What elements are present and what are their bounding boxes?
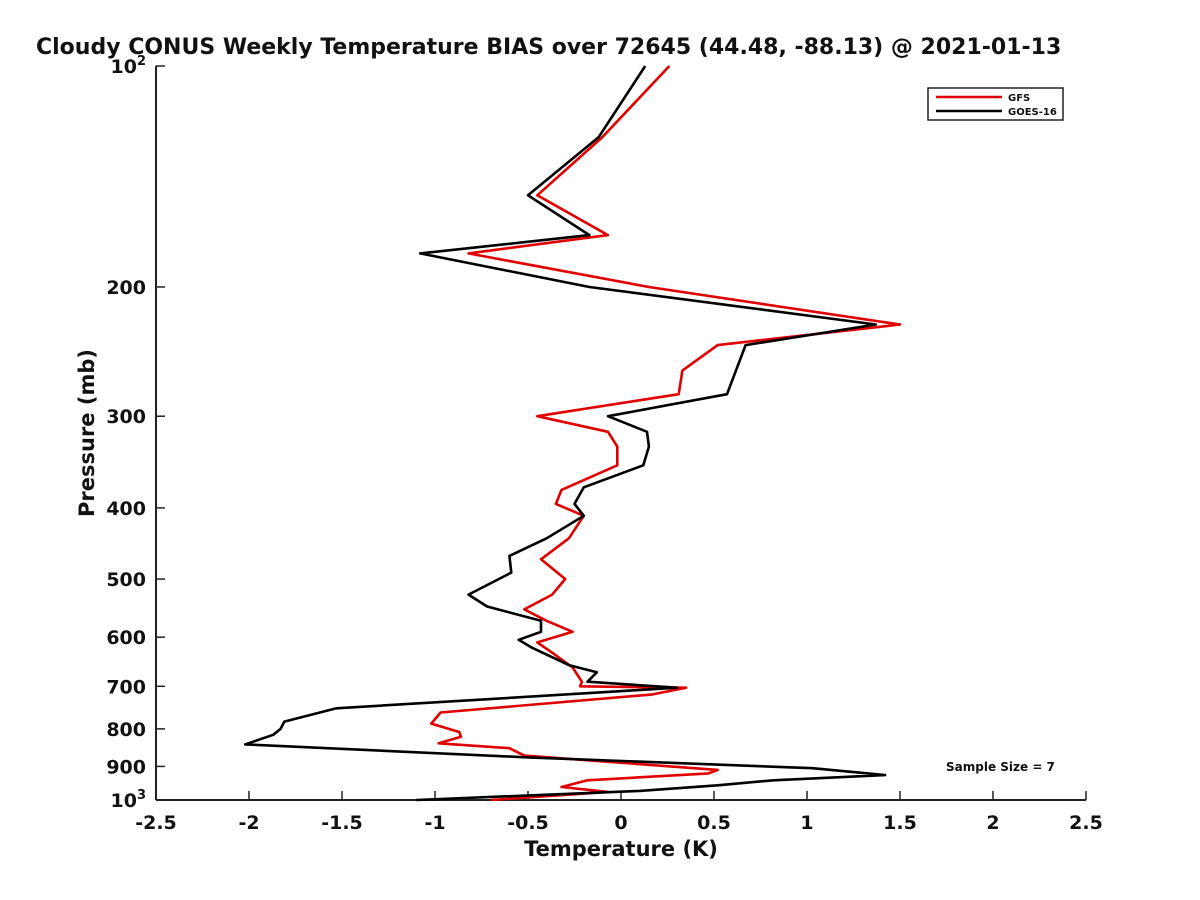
x-tick-label: -2.5: [135, 812, 177, 834]
y-tick-label: 900: [106, 756, 146, 778]
y-tick-base: 10: [111, 790, 137, 812]
y-tick-label: 800: [106, 719, 146, 741]
legend-label-gfs: GFS: [1008, 93, 1030, 104]
legend: GFS GOES-16: [927, 87, 1064, 121]
legend-box: [927, 87, 1064, 121]
y-tick-base: 300: [106, 406, 146, 428]
y-tick-base: 500: [106, 569, 146, 591]
x-tick-label: 0.5: [697, 812, 731, 834]
y-tick-base: 700: [106, 676, 146, 698]
y-tick-label: 500: [106, 569, 146, 591]
x-tick-label: 1: [800, 812, 813, 834]
series-group: [244, 65, 902, 802]
y-tick-base: 800: [106, 719, 146, 741]
series-line-goes16: [244, 65, 887, 802]
y-tick-label: 300: [106, 406, 146, 428]
chart-title: Cloudy CONUS Weekly Temperature BIAS ove…: [36, 35, 1061, 60]
y-tick-label: 103: [111, 788, 147, 812]
y-tick-base: 600: [106, 627, 146, 649]
y-tick-label: 600: [106, 627, 146, 649]
x-tick-label: -1.5: [321, 812, 363, 834]
y-tick-base: 10: [111, 56, 137, 78]
y-tick-base: 900: [106, 756, 146, 778]
x-ticks: -2.5 -2 -1.5 -1 -0.5 0 0.5 1 1.5 2 2.5: [135, 791, 1103, 834]
y-tick-exponent: 3: [137, 788, 146, 803]
y-tick-label: 700: [106, 676, 146, 698]
x-axis-label: Temperature (K): [524, 837, 718, 861]
y-tick-base: 400: [106, 498, 146, 520]
x-tick-label: 0: [614, 812, 627, 834]
series-line-gfs: [429, 65, 902, 802]
y-axis-label: Pressure (mb): [75, 349, 99, 517]
y-tick-label: 102: [111, 54, 147, 78]
y-tick-label: 400: [106, 498, 146, 520]
x-tick-label: 2.5: [1069, 812, 1103, 834]
y-tick-base: 200: [106, 277, 146, 299]
x-tick-label: -1: [424, 812, 445, 834]
y-tick-exponent: 2: [137, 54, 146, 69]
y-tick-label: 200: [106, 277, 146, 299]
legend-label-goes16: GOES-16: [1008, 107, 1057, 118]
x-tick-label: 2: [986, 812, 999, 834]
x-tick-label: 1.5: [883, 812, 917, 834]
sample-size-annotation: Sample Size = 7: [946, 760, 1055, 774]
x-tick-label: -2: [238, 812, 259, 834]
x-tick-label: -0.5: [507, 812, 549, 834]
